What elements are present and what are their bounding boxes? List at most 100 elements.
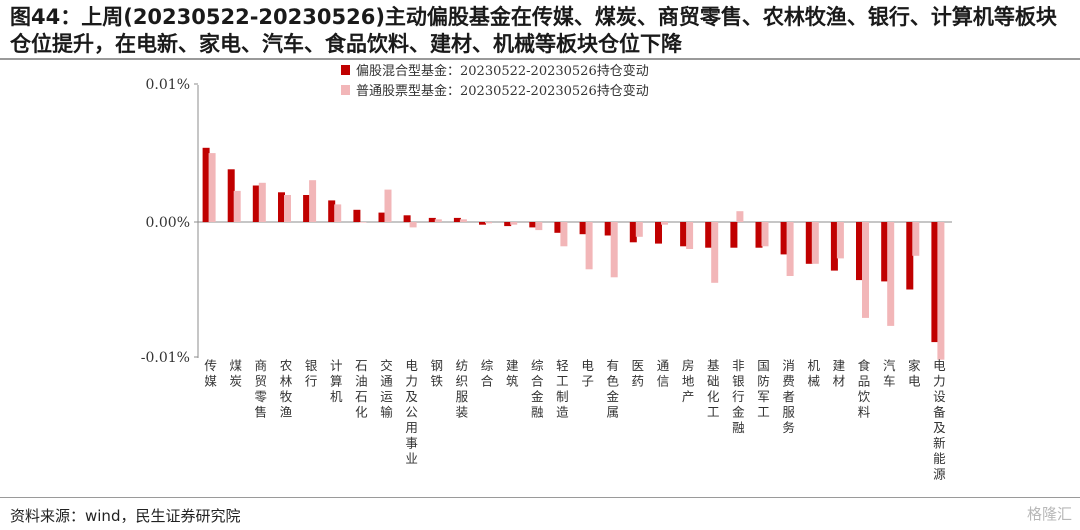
bar-s1-30 [931, 222, 939, 343]
x-tick-label-12: 综合 [481, 358, 494, 389]
bar-s2-19 [661, 222, 668, 225]
x-tick-label-23: 国防军工 [757, 358, 770, 420]
y-tick-label-2: 0.00% [146, 215, 190, 231]
bar-s2-23 [761, 222, 769, 247]
bar-s2-4 [284, 195, 291, 222]
bar-s1-11 [453, 217, 461, 222]
bar-s2-15 [560, 222, 568, 247]
bar-s1-25 [805, 222, 813, 264]
bar-s1-8 [378, 212, 386, 222]
bar-s2-5 [309, 180, 317, 222]
x-tick-label-28: 汽车 [883, 358, 896, 389]
bar-s2-8 [384, 189, 392, 222]
x-tick-label-17: 有色金属 [606, 358, 619, 420]
x-tick-label-21: 基础化工 [707, 358, 720, 420]
x-tick-label-2: 煤炭 [229, 358, 242, 389]
bar-s1-17 [604, 222, 612, 236]
bar-s1-6 [328, 200, 336, 222]
bar-s2-29 [912, 222, 920, 256]
bar-s1-20 [680, 222, 688, 247]
x-tick-label-29: 家电 [908, 358, 921, 389]
bar-s2-18 [635, 222, 643, 237]
x-tick-label-27: 食品饮料 [858, 358, 871, 420]
legend-swatch-1 [341, 65, 350, 75]
legend-label-1: 偏股混合型基金：20230522-20230526持仓变动 [356, 63, 649, 79]
x-axis-labels: 传媒煤炭商贸零售农林牧渔银行计算机石油石化交通运输电力及公用事业钢铁纺织服装综合… [204, 358, 946, 482]
bar-s1-13 [504, 222, 512, 227]
bar-s1-9 [403, 215, 411, 223]
x-tick-label-30: 电力设备及新能源 [933, 358, 946, 482]
bar-s1-7 [353, 209, 361, 222]
x-tick-label-24: 消费者服务 [782, 358, 795, 435]
x-tick-label-25: 机械 [808, 358, 821, 389]
bar-s2-30 [937, 222, 945, 360]
bar-s2-16 [585, 222, 593, 270]
bar-s1-5 [303, 195, 311, 222]
bar-s2-25 [811, 222, 819, 264]
x-tick-label-8: 交通运输 [380, 358, 393, 420]
bar-s1-12 [479, 222, 486, 225]
bar-s2-21 [711, 222, 719, 283]
source-note: 资料来源：wind，民生证券研究院 [10, 507, 241, 525]
bar-s1-2 [227, 169, 235, 222]
x-tick-label-6: 计算机 [330, 358, 343, 404]
y-axis: 0.01% 0.00% -0.01% [141, 77, 952, 366]
bar-s2-11 [459, 219, 467, 222]
bar-s2-28 [887, 222, 895, 326]
bar-s2-27 [862, 222, 869, 318]
bar-s2-10 [434, 219, 442, 222]
chart-title: 图44：上周(20230522-20230526)主动偏股基金在传媒、煤炭、商贸… [10, 5, 1057, 56]
bar-s2-22 [736, 211, 744, 222]
bar-s2-3 [258, 182, 266, 222]
bar-s2-13 [510, 222, 518, 225]
bar-chart: 偏股混合型基金：20230522-20230526持仓变动普通股票型基金：202… [141, 63, 952, 482]
x-tick-label-3: 商贸零售 [255, 358, 268, 420]
footer-divider [0, 497, 1080, 498]
x-tick-label-10: 钢铁 [431, 358, 444, 389]
y-tick-label-3: -0.01% [141, 350, 190, 366]
legend: 偏股混合型基金：20230522-20230526持仓变动普通股票型基金：202… [341, 63, 649, 99]
bar-s1-16 [579, 222, 587, 235]
x-tick-label-7: 石油石化 [355, 358, 368, 420]
bar-s2-9 [409, 222, 417, 228]
bar-s1-23 [755, 222, 763, 248]
bar-s2-1 [208, 153, 216, 222]
legend-label-2: 普通股票型基金：20230522-20230526持仓变动 [356, 83, 649, 99]
bar-s1-24 [780, 222, 788, 255]
bar-s2-14 [535, 222, 543, 231]
bar-s1-4 [278, 192, 285, 222]
bar-s1-19 [655, 222, 662, 244]
bar-s2-26 [836, 222, 844, 259]
bar-s2-24 [786, 222, 794, 276]
x-tick-label-13: 建筑 [506, 358, 519, 389]
bar-s1-1 [202, 147, 210, 223]
bar-s2-17 [610, 222, 618, 278]
bar-s1-3 [252, 185, 260, 222]
bar-s2-20 [686, 222, 694, 249]
x-tick-label-4: 农林牧渔 [280, 358, 293, 420]
bar-s1-14 [529, 222, 537, 228]
x-tick-label-16: 电子 [581, 358, 594, 389]
x-tick-label-20: 房地产 [682, 358, 695, 404]
title-divider [0, 58, 1080, 60]
x-tick-label-26: 建材 [833, 358, 846, 389]
x-tick-label-15: 轻工制造 [556, 358, 569, 420]
bar-s1-29 [906, 222, 914, 290]
bar-s1-21 [705, 222, 713, 248]
bar-s1-26 [830, 222, 838, 271]
bar-s2-6 [334, 204, 342, 222]
bar-s1-15 [554, 222, 562, 233]
bar-s1-28 [881, 222, 889, 282]
bar-s1-10 [428, 217, 436, 222]
x-tick-label-18: 医药 [632, 358, 645, 389]
x-tick-label-5: 银行 [305, 358, 318, 389]
legend-swatch-2 [341, 85, 350, 95]
x-tick-label-22: 非银行金融 [732, 358, 745, 435]
x-tick-label-19: 通信 [657, 358, 670, 389]
bar-s1-18 [629, 222, 637, 243]
bar-s2-12 [485, 222, 492, 224]
bar-s1-22 [730, 222, 738, 248]
x-tick-label-14: 综合金融 [531, 358, 544, 420]
bar-s1-27 [856, 222, 863, 281]
bars [202, 147, 945, 360]
